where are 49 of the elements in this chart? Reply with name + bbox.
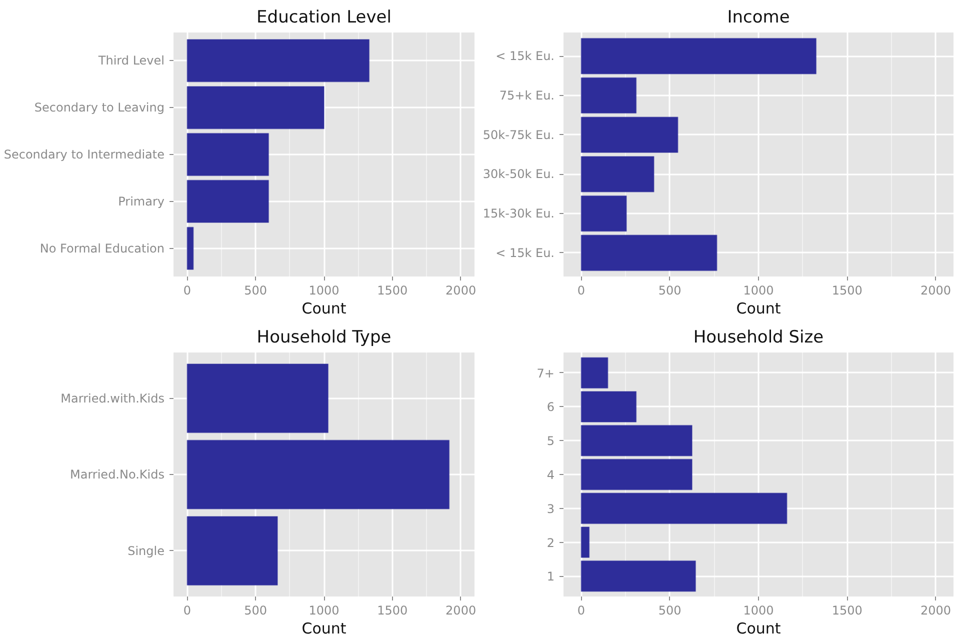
x-tick-label: 500 [244,284,268,298]
y-tick-label: Married.with.Kids [60,391,164,406]
y-tick-label: 4 [546,468,555,482]
x-tick-label: 0 [183,604,192,618]
chart-title: Household Size [693,328,824,348]
x-tick-label: 500 [658,284,682,298]
y-tick-label: 3 [546,502,555,516]
x-tick-label: 1000 [743,284,774,298]
x-axis-title: Count [302,300,346,318]
x-axis-title: Count [736,620,781,638]
y-tick-label: 75+k Eu. [499,88,555,102]
x-axis-title: Count [736,300,781,318]
x-tick-label: 0 [577,284,586,298]
y-tick-label: Secondary to Leaving [34,100,165,115]
x-tick-label: 2000 [446,604,476,618]
chart-title: Household Type [256,328,392,348]
y-tick-label: Primary [118,194,165,208]
y-tick-label: No Formal Education [40,241,165,256]
x-tick-label: 0 [183,284,192,298]
y-tick-label: 15k-30k Eu. [482,206,555,221]
y-tick-label: Single [128,544,164,558]
x-tick-label: 1500 [832,604,862,618]
y-tick-label: Married.No.Kids [70,468,165,482]
x-tick-label: 2000 [446,284,476,298]
x-tick-label: 1500 [832,284,862,298]
chart-title: Education Level [256,8,392,28]
x-tick-label: 2000 [920,604,952,618]
y-tick-label: 1 [546,570,555,584]
y-tick-label: 7+ [536,366,555,380]
x-axis-title: Count [302,620,346,638]
y-tick-label: 50k-75k Eu. [482,128,555,142]
y-tick-label: 5 [546,434,555,448]
x-tick-label: 500 [658,604,682,618]
x-tick-label: 1000 [743,604,774,618]
x-tick-label: 1500 [377,284,408,298]
y-tick-label: 2 [546,536,555,550]
x-tick-label: 2000 [920,284,952,298]
x-tick-label: 1500 [377,604,408,618]
x-tick-label: 0 [577,604,586,618]
y-tick-label: Secondary to Intermediate [4,148,165,162]
y-tick-label: 6 [546,400,555,414]
x-tick-label: 500 [244,604,268,618]
chart-title: Income [727,8,790,28]
x-tick-label: 1000 [308,284,340,298]
x-tick-label: 1000 [308,604,340,618]
y-tick-label: < 15k Eu. [496,49,554,64]
y-tick-label: Third Level [97,54,165,68]
y-tick-label: < 15k Eu. [496,246,554,260]
y-tick-label: 30k-50k Eu. [482,167,555,182]
